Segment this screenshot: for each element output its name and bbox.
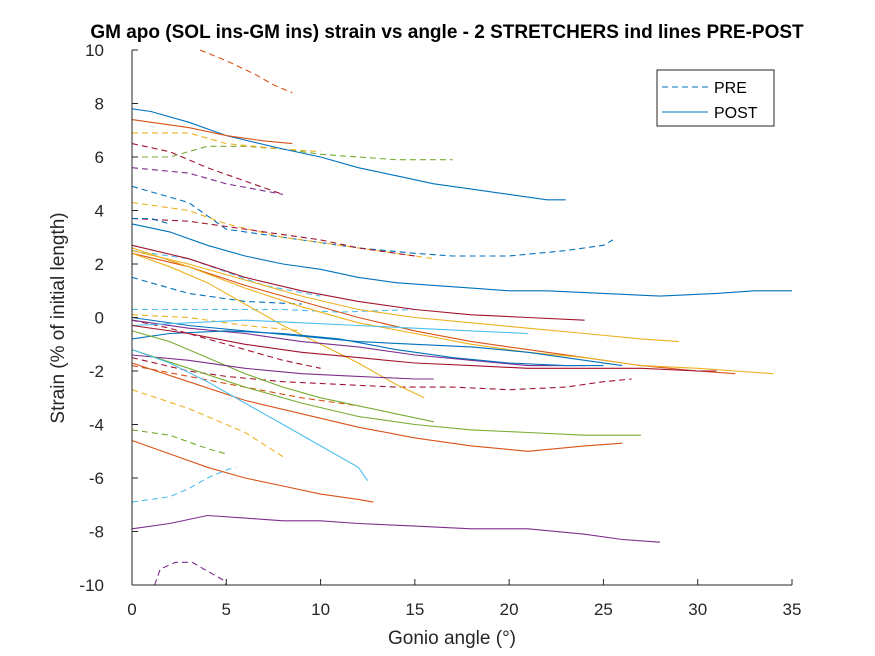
post-series-line-23 — [131, 244, 585, 321]
pre-series-line-13 — [131, 319, 321, 369]
pre-series-line-11 — [131, 276, 302, 305]
x-tick-label: 35 — [783, 600, 802, 619]
pre-series-line-6 — [131, 185, 614, 257]
post-series-line-26 — [131, 247, 774, 375]
pre-series-line-0 — [199, 49, 293, 94]
x-axis-label: Gonio angle (°) — [388, 628, 516, 649]
pre-series-line-4 — [131, 143, 284, 195]
post-series-line-29 — [131, 319, 585, 367]
pre-series-line-8 — [131, 217, 415, 257]
post-series-line-31 — [131, 330, 604, 367]
legend-post-label: POST — [714, 105, 758, 122]
post-series-line-21 — [131, 119, 293, 145]
post-series-line-39 — [131, 514, 661, 543]
x-tick-label: 25 — [594, 600, 613, 619]
post-series-line-28 — [131, 316, 623, 367]
pre-series-line-16 — [131, 365, 359, 407]
y-tick-label: 0 — [95, 309, 104, 328]
x-tick-label: 10 — [311, 600, 330, 619]
pre-series-line-1 — [154, 561, 227, 586]
post-series-line-38 — [131, 439, 374, 503]
post-series-line-22 — [131, 223, 792, 297]
plot-lines — [131, 49, 792, 586]
pre-series-line-3 — [132, 132, 321, 153]
y-ticks: -10 -8 -6 -4 -2 0 2 4 6 8 10 — [79, 41, 138, 595]
x-tick-label: 20 — [500, 600, 519, 619]
pre-series-line-2 — [132, 145, 453, 161]
post-series-line-20 — [131, 108, 566, 201]
pre-series-line-9 — [132, 217, 170, 225]
y-tick-label: 8 — [95, 95, 104, 114]
y-tick-label: 10 — [85, 41, 104, 60]
y-tick-label: -4 — [89, 416, 104, 435]
pre-series-line-15 — [131, 357, 632, 391]
x-tick-label: 30 — [688, 600, 707, 619]
x-ticks: 0 5 10 15 20 25 30 35 — [127, 579, 801, 619]
post-series-line-36 — [131, 362, 623, 452]
post-series-line-25 — [131, 252, 736, 375]
y-tick-label: -8 — [89, 523, 104, 542]
pre-series-line-18 — [131, 429, 227, 455]
legend-pre-label: PRE — [714, 80, 747, 97]
pre-series-line-19 — [131, 466, 236, 503]
post-series-line-37 — [131, 349, 369, 482]
legend-box — [656, 69, 775, 127]
x-tick-label: 15 — [405, 600, 424, 619]
pre-series-line-17 — [131, 389, 284, 458]
y-tick-label: -2 — [89, 362, 104, 381]
legend: PRE POST — [656, 69, 775, 127]
chart-title: GM apo (SOL ins-GM ins) strain vs angle … — [90, 22, 804, 43]
post-series-line-27 — [131, 252, 425, 399]
y-tick-label: 6 — [95, 148, 104, 167]
post-series-line-33 — [131, 330, 434, 423]
post-series-line-32 — [131, 324, 717, 372]
pre-series-line-7 — [131, 201, 434, 260]
pre-series-line-5 — [131, 167, 284, 195]
post-series-line-24 — [131, 250, 679, 343]
x-tick-label: 5 — [222, 600, 231, 619]
y-tick-label: -6 — [89, 469, 104, 488]
y-axis-label: Strain (% of initial length) — [48, 212, 69, 423]
y-tick-label: -10 — [79, 576, 104, 595]
y-tick-label: 2 — [95, 255, 104, 274]
post-series-line-34 — [131, 354, 434, 380]
y-tick-label: 4 — [95, 202, 104, 221]
post-series-line-35 — [131, 349, 642, 436]
post-series-line-30 — [131, 319, 529, 335]
x-tick-label: 0 — [127, 600, 136, 619]
